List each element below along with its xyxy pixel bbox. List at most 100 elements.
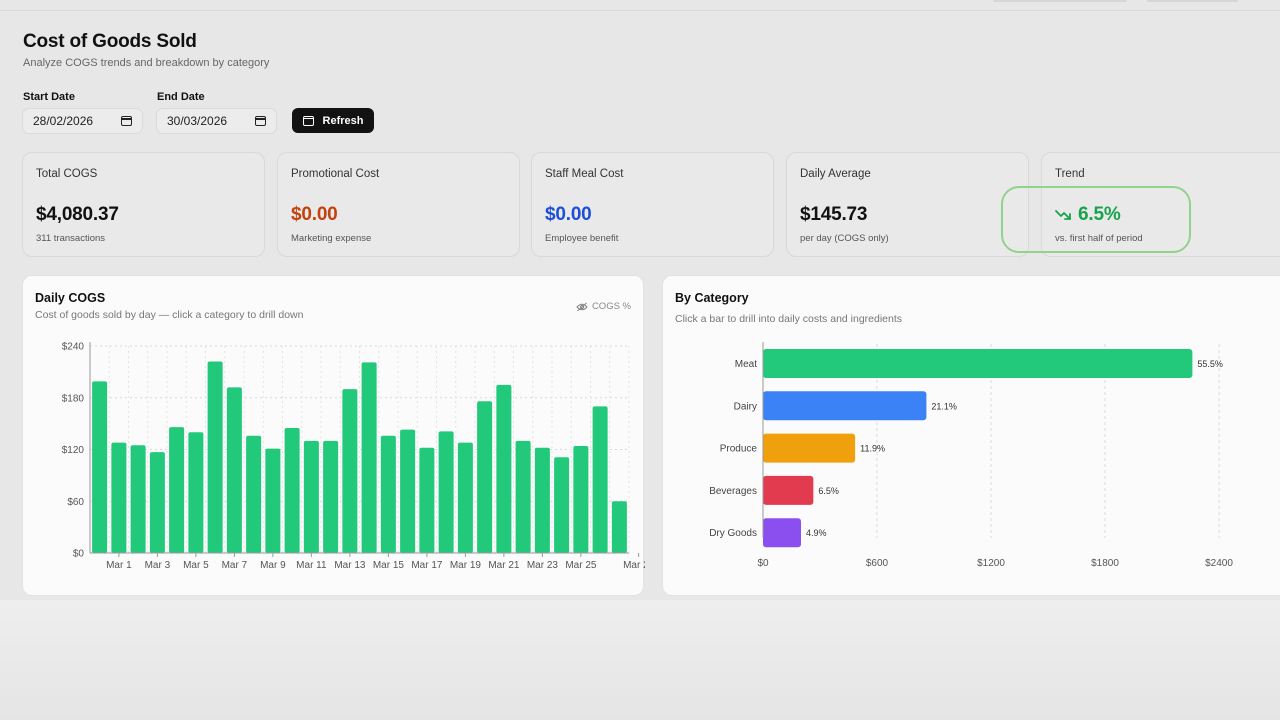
daily-bar: [323, 440, 339, 553]
daily-bar: [477, 401, 493, 553]
kpi-label: Promotional Cost: [291, 168, 380, 180]
daily-bar: [246, 435, 262, 553]
daily-bar: [611, 501, 627, 553]
kpi-card-promotional-cost: Promotional Cost $0.00 Marketing expense: [277, 152, 520, 257]
x-tick-label: Mar 5: [183, 560, 209, 571]
daily-bar: [226, 387, 242, 553]
x-tick-label: Mar 3: [145, 560, 171, 571]
kpi-note: vs. first half of period: [1055, 233, 1143, 244]
category-bar: [763, 391, 927, 421]
top-control-stub: [1147, 0, 1238, 2]
daily-bar: [361, 362, 377, 553]
daily-bar: [515, 440, 531, 553]
end-date-label: End Date: [157, 91, 205, 103]
daily-bar: [419, 447, 435, 553]
top-control-stub: [993, 0, 1127, 2]
kpi-label: Daily Average: [800, 168, 871, 180]
x-tick-label: Mar 25: [565, 560, 597, 571]
daily-bar: [284, 427, 300, 553]
daily-bar: [592, 406, 608, 553]
start-date-value: 28/02/2026: [33, 114, 94, 128]
category-bar: [763, 349, 1193, 378]
daily-bar: [130, 445, 146, 553]
calendar-icon[interactable]: [255, 116, 266, 126]
x-tick-label: Mar 15: [373, 560, 405, 571]
daily-bar: [496, 384, 512, 553]
category-percent-label: 4.9%: [806, 528, 827, 538]
start-date-label: Start Date: [23, 91, 75, 103]
top-divider: [0, 10, 1280, 11]
start-date-input[interactable]: 28/02/2026: [22, 108, 143, 134]
refresh-button[interactable]: Refresh: [292, 108, 374, 133]
y-tick-label: $0: [73, 549, 85, 560]
by-category-panel: By Category Click a bar to drill into da…: [662, 275, 1280, 596]
end-date-value: 30/03/2026: [167, 114, 228, 128]
category-label: Beverages: [709, 486, 757, 497]
x-tick-label: $2400: [1205, 558, 1233, 569]
kpi-card-total-cogs: Total COGS $4,080.37 311 transactions: [22, 152, 265, 257]
trend-highlight-ring: [1001, 186, 1191, 253]
y-tick-label: $120: [62, 445, 85, 456]
x-tick-label: $600: [866, 558, 889, 569]
y-tick-label: $180: [62, 393, 85, 404]
daily-bar: [207, 361, 223, 553]
daily-bar: [265, 448, 281, 553]
daily-bar: [400, 429, 416, 553]
kpi-label: Trend: [1055, 168, 1085, 180]
x-tick-label: $1800: [1091, 558, 1119, 569]
kpi-note: per day (COGS only): [800, 233, 889, 244]
daily-bar: [303, 440, 319, 553]
x-tick-label: Mar 7: [222, 560, 248, 571]
x-tick-label: Mar 11: [296, 560, 327, 571]
category-label: Produce: [720, 444, 758, 455]
kpi-note: Employee benefit: [545, 233, 619, 244]
x-tick-label: Mar 9: [260, 560, 286, 571]
y-tick-label: $240: [62, 342, 85, 353]
kpi-card-daily-average: Daily Average $145.73 per day (COGS only…: [786, 152, 1029, 257]
category-label: Dairy: [734, 401, 757, 412]
category-percent-label: 21.1%: [931, 401, 957, 411]
cogs-toggle-label: COGS %: [591, 301, 631, 312]
daily-bar: [380, 435, 396, 553]
category-percent-label: 6.5%: [818, 486, 839, 496]
eye-off-icon: [576, 302, 588, 311]
calendar-icon[interactable]: [121, 116, 132, 126]
end-date-input[interactable]: 30/03/2026: [156, 108, 277, 134]
daily-cogs-chart: $0 $60 $120 $180 $240 Mar 1 Mar 3 Mar 5 Mar 7 Mar…: [62, 342, 645, 572]
x-tick-label: Mar 28: [623, 560, 645, 571]
kpi-value: $0.00: [291, 204, 338, 225]
trending-down-icon: [1055, 210, 1071, 220]
category-label: Dry Goods: [709, 528, 757, 539]
by-category-subtitle: Click a bar to drill into daily costs an…: [675, 313, 903, 325]
daily-bar: [149, 452, 165, 553]
kpi-card-trend: Trend 6.5% vs. first half of period: [1041, 152, 1280, 257]
category-label: Meat: [735, 359, 757, 370]
daily-bar: [457, 442, 473, 553]
daily-bar: [188, 432, 204, 553]
kpi-label: Staff Meal Cost: [545, 168, 624, 180]
kpi-value: $0.00: [545, 204, 592, 225]
page-footer-area: [0, 600, 1280, 720]
x-tick-label: Mar 13: [334, 560, 366, 571]
by-category-title: By Category: [675, 291, 749, 305]
kpi-value: 6.5%: [1078, 204, 1121, 225]
x-tick-label: Mar 21: [488, 560, 520, 571]
daily-bar: [169, 427, 185, 553]
kpi-label: Total COGS: [36, 168, 98, 180]
cogs-percent-toggle[interactable]: COGS %: [576, 301, 631, 312]
by-category-chart: $0 $600 $1200 $1800 $2400 Meat 55.5% Dairy 21.1%…: [709, 342, 1233, 569]
daily-cogs-panel: Daily COGS Cost of goods sold by day — c…: [22, 275, 645, 596]
kpi-value: $145.73: [800, 204, 868, 225]
calendar-icon: [302, 115, 314, 126]
daily-cogs-title: Daily COGS: [35, 291, 106, 305]
kpi-value: $4,080.37: [36, 204, 119, 225]
x-tick-label: $0: [757, 558, 769, 569]
daily-bar: [92, 381, 108, 553]
category-percent-label: 55.5%: [1197, 359, 1223, 369]
category-bar: [763, 518, 801, 548]
x-tick-label: Mar 17: [411, 560, 443, 571]
category-bar: [763, 475, 814, 505]
kpi-note: Marketing expense: [291, 233, 372, 244]
refresh-label: Refresh: [322, 114, 364, 127]
x-tick-label: $1200: [977, 558, 1005, 569]
